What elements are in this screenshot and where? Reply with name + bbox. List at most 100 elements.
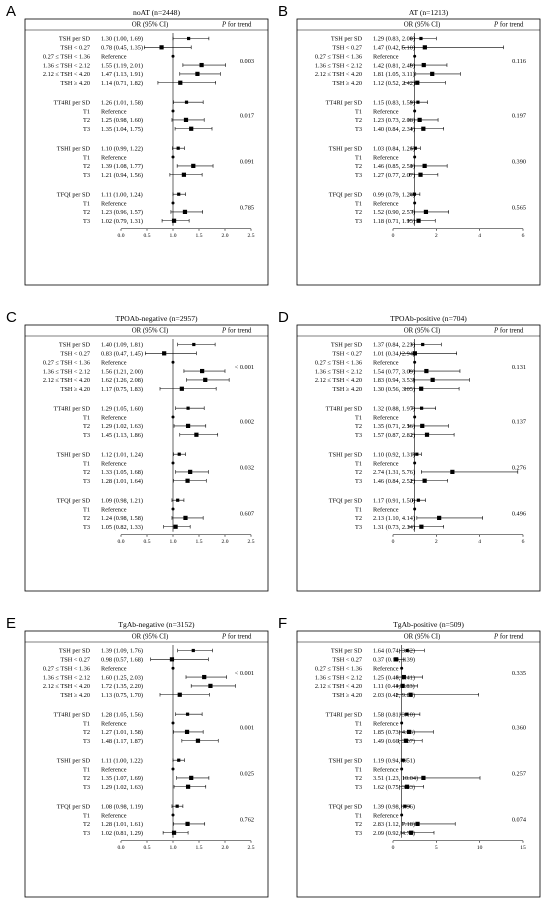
point-estimate — [188, 469, 193, 474]
x-tick-label: 0.5 — [144, 539, 151, 545]
x-tick-label: 4 — [478, 233, 481, 239]
row-label: TT4RI per SD — [326, 711, 363, 718]
row-label: TSH < 0.27 — [332, 657, 362, 664]
forest-panel-c: C TPOAb-negative (n=2957) OR (95% CI) P for… — [6, 309, 274, 606]
panel-frame — [24, 18, 269, 286]
row-or-text: Reference — [101, 665, 127, 672]
point-estimate — [184, 100, 189, 104]
x-tick-label: 0.0 — [118, 845, 125, 851]
row-or-text: Reference — [373, 53, 399, 60]
row-label: TFQI per SD — [329, 497, 363, 504]
point-estimate — [409, 830, 414, 835]
p-trend-value: 0.565 — [512, 205, 526, 212]
point-estimate — [195, 738, 201, 743]
point-estimate — [176, 146, 180, 150]
point-estimate — [203, 377, 208, 382]
or-column-header: OR (95% CI) — [132, 328, 169, 335]
row-or-text: Reference — [101, 414, 127, 421]
row-or-text: 1.30 (1.00, 1.69) — [101, 36, 143, 43]
x-tick-label: 0.5 — [144, 233, 151, 239]
panel-letter: E — [6, 615, 16, 632]
row-label: T1 — [355, 506, 362, 513]
row-label: TSHI per SD — [329, 145, 363, 152]
row-or-text: Reference — [101, 108, 127, 115]
point-estimate — [177, 692, 182, 697]
row-label: 1.36 ≤ TSH < 2.12 — [315, 368, 362, 375]
row-label: T1 — [355, 154, 362, 161]
row-or-text: 1.01 (0.34, 2.94) — [373, 351, 415, 358]
p-trend-value: 0.025 — [240, 771, 254, 778]
row-label: T3 — [83, 830, 90, 837]
panel-frame — [296, 18, 541, 286]
p-trend-header: P for trend — [493, 328, 524, 335]
row-or-text: 1.03 (0.84, 1.26) — [373, 145, 415, 152]
or-column-header: OR (95% CI) — [404, 634, 441, 641]
forest-svg: D TPOAb-positive (n=704) OR (95% CI) P for … — [278, 309, 541, 592]
p-trend-value: 0.257 — [512, 771, 526, 778]
row-or-text: 1.55 (1.19, 2.01) — [101, 62, 143, 69]
row-label: T2 — [355, 163, 362, 170]
panel-title: AT (n=1213) — [409, 8, 449, 17]
row-label: T2 — [355, 423, 362, 430]
point-estimate — [413, 146, 417, 150]
panel-title: TPOAb-positive (n=704) — [390, 314, 467, 323]
row-label: T1 — [83, 812, 90, 819]
row-or-text: Reference — [101, 53, 127, 60]
p-trend-value: < 0.001 — [235, 364, 254, 371]
row-or-text: 0.99 (0.79, 1.24) — [373, 191, 415, 198]
row-label: TSH per SD — [331, 342, 363, 349]
row-or-text: 1.19 (0.94, 1.51) — [373, 757, 415, 764]
row-label: T2 — [355, 515, 362, 522]
row-label: TT4RI per SD — [54, 405, 91, 412]
forest-svg: C TPOAb-negative (n=2957) OR (95% CI) P for… — [6, 309, 269, 592]
row-or-text: 1.85 (0.73, 4.66) — [373, 729, 415, 736]
panel-letter: D — [278, 309, 289, 326]
row-or-text: Reference — [101, 154, 127, 161]
row-or-text: 1.56 (1.21, 2.00) — [101, 368, 143, 375]
point-estimate — [176, 498, 180, 502]
row-or-text: 1.25 (0.98, 1.60) — [101, 117, 143, 124]
p-trend-value: 0.074 — [512, 817, 527, 824]
row-label: TT4RI per SD — [326, 405, 363, 412]
point-estimate — [408, 692, 413, 697]
point-estimate — [185, 712, 190, 716]
row-label: T3 — [355, 172, 362, 179]
row-label: T1 — [83, 414, 90, 421]
row-label: TT4RI per SD — [54, 99, 91, 106]
row-or-text: 0.83 (0.47, 1.45) — [101, 351, 143, 358]
row-label: T1 — [355, 812, 362, 819]
point-estimate — [421, 62, 426, 68]
row-or-text: 1.12 (0.52, 2.42) — [373, 80, 415, 87]
point-estimate — [181, 172, 187, 177]
row-label: T3 — [355, 432, 362, 439]
x-tick-label: 1.5 — [196, 233, 203, 239]
row-or-text: 1.28 (1.05, 1.56) — [101, 711, 143, 718]
point-estimate — [430, 377, 435, 382]
point-estimate — [415, 80, 420, 85]
row-or-text: 2.03 (0.42, 9.88) — [373, 692, 415, 699]
forest-svg: F TgAb-positive (n=509) OR (95% CI) P for t… — [278, 615, 541, 898]
row-or-text: 1.10 (0.99, 1.22) — [101, 145, 143, 152]
point-estimate — [421, 775, 426, 780]
forest-panel-f: F TgAb-positive (n=509) OR (95% CI) P for t… — [278, 615, 546, 912]
row-label: T1 — [355, 108, 362, 115]
row-or-text: 1.18 (0.71, 1.95) — [373, 218, 415, 225]
point-estimate — [417, 117, 422, 122]
x-tick-label: 2 — [435, 539, 438, 545]
row-or-text: 1.62 (0.75, 3.53) — [373, 784, 415, 791]
x-tick-label: 0.0 — [118, 233, 125, 239]
x-tick-label: 1.5 — [196, 845, 203, 851]
p-trend-header: P for trend — [221, 328, 252, 335]
x-tick-label: 0 — [392, 539, 395, 545]
row-label: TSH ≥ 4.20 — [332, 692, 362, 699]
row-or-text: 1.81 (1.05, 3.11) — [373, 71, 415, 78]
row-or-text: 1.42 (0.81, 2.49) — [373, 62, 415, 69]
row-label: T3 — [83, 218, 90, 225]
row-or-text: 1.33 (1.05, 1.68) — [101, 469, 143, 476]
row-or-text: 1.40 (1.09, 1.81) — [101, 342, 143, 349]
row-label: TT4RI per SD — [326, 99, 363, 106]
row-label: 2.12 ≤ TSH < 4.20 — [315, 377, 362, 384]
row-label: T3 — [355, 126, 362, 133]
row-or-text: 1.62 (1.26, 2.08) — [101, 377, 143, 384]
